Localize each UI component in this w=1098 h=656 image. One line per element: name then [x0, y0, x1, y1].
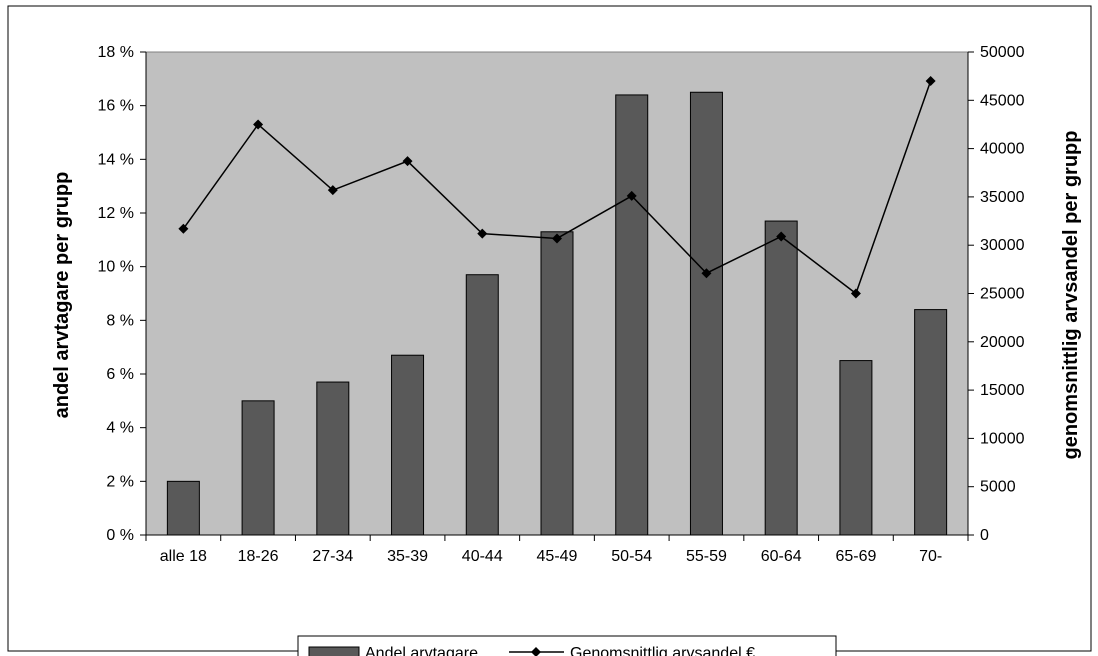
right-tick-label: 35000: [980, 189, 1025, 206]
data-point: [850, 288, 861, 299]
right-tick-label: 15000: [980, 382, 1025, 399]
left-tick-label: 0 %: [106, 527, 134, 544]
left-axis-title: andel arvtagare per grupp: [51, 172, 73, 419]
x-tick-label: 60-64: [761, 548, 802, 565]
right-tick-label: 20000: [980, 334, 1025, 351]
bar: [241, 400, 275, 536]
legend: Andel arvtagare Genomsnittlig arvsandel €: [297, 635, 837, 656]
x-tick-label: 40-44: [462, 548, 503, 565]
x-tick-label: 50-54: [611, 548, 652, 565]
left-tick-label: 10 %: [98, 259, 134, 276]
bar: [615, 94, 649, 536]
x-tick-label: 45-49: [537, 548, 578, 565]
data-point: [626, 190, 637, 201]
bar: [764, 220, 798, 536]
right-axis-title: genomsnittlig arvsandel per grupp: [1060, 131, 1082, 460]
legend-bar-swatch: [308, 646, 360, 656]
left-tick-label: 6 %: [106, 366, 134, 383]
left-tick-label: 2 %: [106, 473, 134, 490]
right-tick-label: 25000: [980, 286, 1025, 303]
bar: [316, 381, 350, 536]
x-tick-label: 65-69: [835, 548, 876, 565]
legend-bar-label: Andel arvtagare: [365, 645, 478, 656]
left-tick-label: 14 %: [98, 151, 134, 168]
x-tick-label: 35-39: [387, 548, 428, 565]
right-tick-label: 45000: [980, 92, 1025, 109]
x-tick-label: 70-: [919, 548, 942, 565]
data-point: [925, 75, 936, 86]
right-tick-label: 50000: [980, 44, 1025, 61]
x-tick-label: 55-59: [686, 548, 727, 565]
legend-line-label: Genomsnittlig arvsandel €: [570, 645, 755, 656]
data-point: [477, 228, 488, 239]
data-point: [253, 119, 264, 130]
bar: [540, 231, 574, 536]
data-point: [402, 156, 413, 167]
bar: [391, 354, 425, 536]
x-tick-label: 18-26: [238, 548, 279, 565]
data-point: [327, 185, 338, 196]
left-tick-label: 12 %: [98, 205, 134, 222]
bar: [465, 274, 499, 536]
bar: [689, 91, 723, 536]
left-tick-label: 18 %: [98, 44, 134, 61]
right-tick-label: 5000: [980, 479, 1016, 496]
data-point: [776, 231, 787, 242]
line-series: [178, 75, 936, 299]
right-tick-label: 40000: [980, 141, 1025, 158]
legend-box: [297, 635, 837, 656]
right-tick-label: 30000: [980, 237, 1025, 254]
left-tick-label: 16 %: [98, 98, 134, 115]
bar: [166, 480, 200, 536]
data-point: [552, 233, 562, 244]
legend-marker: [531, 647, 541, 656]
right-tick-label: 10000: [980, 430, 1025, 447]
data-point: [701, 268, 712, 279]
data-point: [178, 223, 189, 234]
bar: [839, 360, 873, 536]
bar-series: [166, 91, 948, 536]
left-tick-label: 4 %: [106, 420, 134, 437]
x-tick-label: 27-34: [312, 548, 353, 565]
x-tick-label: alle 18: [160, 548, 207, 565]
tick-labels: 0 % 2 % 4 % 6 % 8 % 10 % 12 % 14 % 16 % 18 % 0 5000…: [98, 44, 1025, 565]
right-tick-label: 0: [980, 527, 989, 544]
bar: [914, 309, 948, 536]
left-tick-label: 8 %: [106, 312, 134, 329]
